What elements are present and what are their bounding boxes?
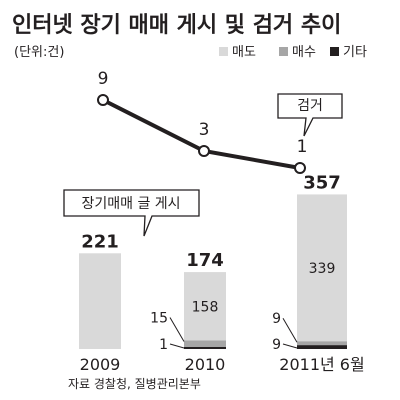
chart-title: 인터넷 장기 매매 게시 및 검거 추이 xyxy=(12,13,341,38)
leader-line-2-1 xyxy=(282,317,298,343)
segment-labels-layer: 221 2009 174 2010 158 15 1 357 2011년 6월 339 9 9 xyxy=(80,172,365,374)
line-callout-box xyxy=(277,93,343,137)
line-point-0 xyxy=(97,94,109,106)
legend-label-1: 매수 xyxy=(292,45,316,60)
bars-layer xyxy=(79,194,347,349)
bar-segment-1-2 xyxy=(184,347,226,349)
bars-callout: 장기매매 글 게시 xyxy=(63,189,200,237)
line-point-label-2: 1 xyxy=(297,137,308,157)
line-point-1 xyxy=(198,145,210,157)
line-layer: 9 3 1 xyxy=(97,69,308,174)
bars-callout-text: 장기매매 글 게시 xyxy=(81,196,180,212)
line-callout-text: 검거 xyxy=(297,98,323,114)
bar-total-label-2: 357 xyxy=(303,172,341,193)
bar-segment-2-2 xyxy=(297,345,347,349)
line-point-label-1: 3 xyxy=(199,120,210,140)
line-callout: 검거 xyxy=(277,93,343,137)
legend-swatch-2 xyxy=(330,47,339,56)
legend: 매도 매수 기타 xyxy=(219,45,367,60)
bar-segment-label-2-1: 9 xyxy=(272,311,281,327)
bar-segment-label-2-0: 339 xyxy=(309,261,336,277)
source-label: 자료 경찰청, 질병관리본부 xyxy=(68,377,201,391)
bar-segment-1-1 xyxy=(184,340,226,347)
bar-total-label-1: 174 xyxy=(186,250,224,271)
line-point-label-0: 9 xyxy=(98,69,109,89)
bar-segment-label-2-2: 9 xyxy=(272,337,281,353)
leader-line-1-2 xyxy=(169,343,185,349)
legend-swatch-0 xyxy=(219,47,228,56)
legend-label-2: 기타 xyxy=(343,45,367,60)
x-tick-label-0: 2009 xyxy=(80,355,121,374)
bar-segment-2-1 xyxy=(297,341,347,346)
x-tick-label-2: 2011년 6월 xyxy=(279,355,364,374)
bar-segment-1-0 xyxy=(184,272,226,341)
bar-segment-label-1-0: 158 xyxy=(192,299,219,315)
bars-callout-box xyxy=(63,189,200,237)
line-point-2 xyxy=(294,162,306,174)
leader-line-2-2 xyxy=(282,343,298,349)
x-tick-label-1: 2010 xyxy=(185,355,226,374)
bar-segment-0-0 xyxy=(79,253,121,349)
bar-total-label-0: 221 xyxy=(81,231,119,252)
bar-segment-label-1-2: 1 xyxy=(159,337,168,353)
legend-label-0: 매도 xyxy=(232,45,256,60)
bar-segment-label-1-1: 15 xyxy=(150,311,168,327)
bar-segment-2-0 xyxy=(297,194,347,342)
legend-swatch-1 xyxy=(279,47,288,56)
unit-label: (단위:건) xyxy=(14,45,64,60)
leader-line-1-1 xyxy=(169,317,185,342)
